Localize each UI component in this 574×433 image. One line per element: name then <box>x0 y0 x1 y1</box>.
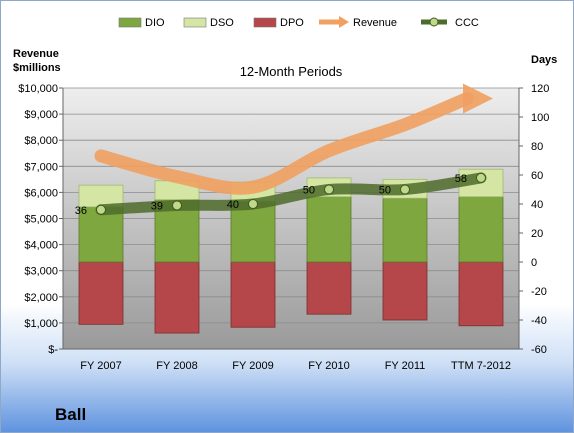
ccc-data-label: 50 <box>379 185 391 197</box>
ccc-data-label: 36 <box>75 205 87 217</box>
x-axis-tick-label: FY 2011 <box>385 360 426 372</box>
x-axis-tick-label: FY 2010 <box>308 360 349 372</box>
left-axis-tick-label: $2,000 <box>24 292 58 304</box>
left-axis-label-line1: Revenue <box>13 48 59 60</box>
right-axis-tick-label: 20 <box>531 228 543 240</box>
left-axis-tick-label: $- <box>48 344 58 356</box>
bar-dpo <box>306 261 352 315</box>
bar-dio <box>78 206 124 263</box>
x-axis-tick-label: FY 2008 <box>156 360 197 372</box>
right-axis-tick-label: 100 <box>531 112 549 124</box>
bar-dpo <box>230 261 276 328</box>
right-axis-tick-label: 0 <box>531 257 537 269</box>
ccc-line <box>95 172 487 216</box>
legend-swatch <box>429 17 439 27</box>
left-axis-tick-label: $5,000 <box>24 214 58 226</box>
revenue-line <box>94 91 474 195</box>
legend-label: Revenue <box>353 17 397 29</box>
left-axis-tick-label: $8,000 <box>24 135 58 147</box>
right-axis-tick-label: 120 <box>531 83 549 95</box>
ccc-marker <box>96 204 106 215</box>
ccc-marker <box>400 184 410 195</box>
bar-dio <box>382 197 428 263</box>
legend-swatch <box>118 17 142 28</box>
left-axis-tick-label: $3,000 <box>24 266 58 278</box>
bar-dpo <box>382 261 428 321</box>
left-axis-tick-label: $7,000 <box>24 161 58 173</box>
bar-dpo <box>78 261 124 325</box>
legend: DIO DSO DPO Revenue CCC <box>118 16 479 29</box>
left-axis-tick-label: $9,000 <box>24 109 58 121</box>
legend-label: DPO <box>280 17 304 29</box>
ccc-marker <box>476 172 486 183</box>
revenue-arrowhead <box>463 83 493 114</box>
right-axis-tick-label: 80 <box>531 141 543 153</box>
ccc-marker <box>324 184 334 195</box>
legend-swatch <box>339 16 349 28</box>
legend-label: DIO <box>145 17 165 29</box>
company-name: Ball <box>55 405 87 424</box>
bar-dio <box>458 196 504 263</box>
x-axis-tick-label: FY 2009 <box>232 360 273 372</box>
ccc-data-label: 40 <box>227 199 239 211</box>
legend-label: DSO <box>210 17 234 29</box>
ccc-data-label: 50 <box>303 185 315 197</box>
bar-dpo <box>154 261 200 334</box>
ccc-marker <box>172 200 182 211</box>
axes: $- $1,000 $2,000 $3,000 $4,000 $5,000 $6,000 $7… <box>18 83 549 372</box>
ccc-data-label: 39 <box>151 200 163 212</box>
x-axis-tick-label: FY 2007 <box>80 360 121 372</box>
left-axis-tick-label: $10,000 <box>18 83 58 95</box>
legend-swatch <box>253 17 277 28</box>
bar-dio <box>306 196 352 263</box>
chart-title: 12-Month Periods <box>240 64 343 79</box>
revenue-series <box>94 83 493 195</box>
right-axis-tick-label: -20 <box>531 286 547 298</box>
left-axis-tick-label: $1,000 <box>24 318 58 330</box>
ccc-marker <box>248 199 258 209</box>
right-axis-tick-label: -60 <box>531 344 547 356</box>
legend-swatch <box>183 17 207 28</box>
ccc-data-label: 58 <box>455 173 467 185</box>
x-axis-tick-label: TTM 7-2012 <box>451 360 511 372</box>
left-axis-label-line2: $millions <box>13 62 61 74</box>
right-axis-tick-label: 60 <box>531 170 543 182</box>
legend-label: CCC <box>455 17 479 29</box>
bar-dio <box>230 200 276 263</box>
bar-dpo <box>458 261 504 327</box>
left-axis-tick-label: $6,000 <box>24 187 58 199</box>
right-axis-label: Days <box>531 54 557 66</box>
left-axis-tick-label: $4,000 <box>24 240 58 252</box>
ccc-series: 36 39 40 50 50 58 <box>75 172 487 217</box>
right-axis-tick-label: -40 <box>531 315 547 327</box>
right-axis-tick-label: 40 <box>531 199 543 211</box>
